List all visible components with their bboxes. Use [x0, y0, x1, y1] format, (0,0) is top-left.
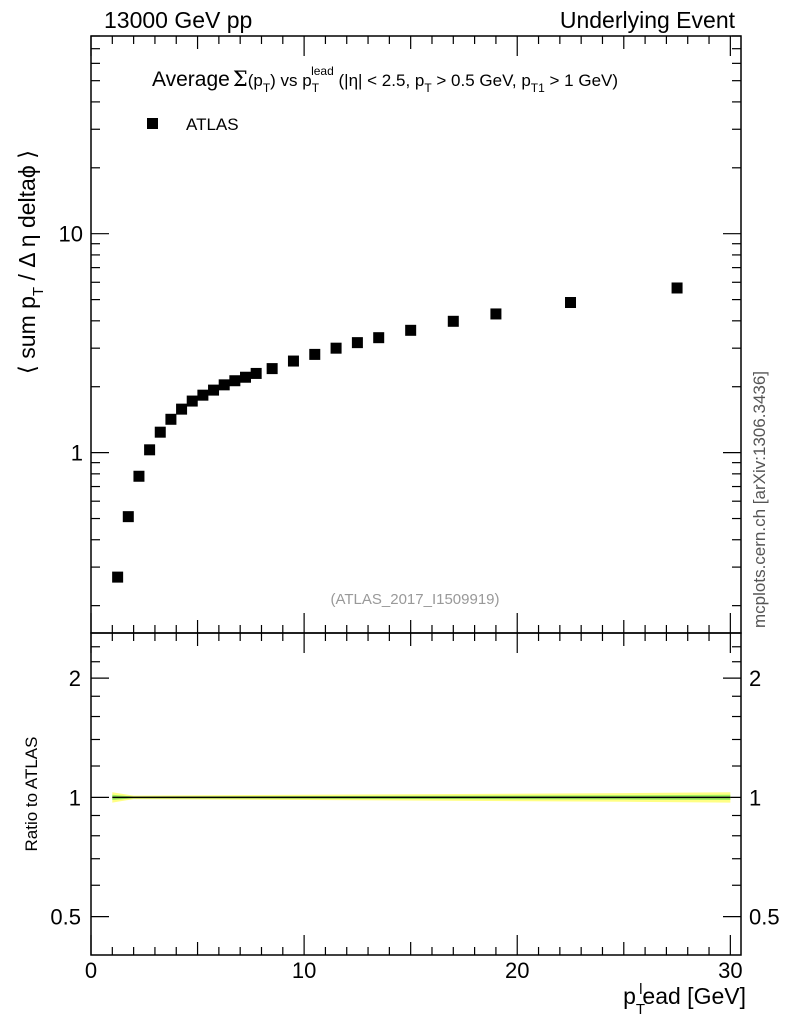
data-point	[490, 308, 502, 320]
x-tick-label: 10	[292, 958, 316, 983]
x-tick-label: 30	[718, 958, 742, 983]
x-tick-label: 0	[85, 958, 97, 983]
plot-title: Average Σ(pT) vs pTlead (|η| < 2.5, pT > …	[152, 64, 618, 95]
x-ticks: 0 10 20 30	[85, 36, 743, 983]
data-point	[287, 355, 299, 367]
x-tick-label: 20	[505, 958, 529, 983]
header-left: 13000 GeV pp	[104, 7, 252, 33]
ratio-y-tick-label-left: 1	[69, 785, 81, 810]
header-right: Underlying Event	[560, 7, 736, 33]
data-point	[165, 413, 177, 425]
data-point	[250, 367, 262, 379]
data-point	[565, 297, 577, 309]
data-point	[351, 337, 363, 349]
data-point	[112, 571, 124, 583]
ratio-y-tick-label-right: 1	[749, 785, 761, 810]
ratio-y-tick-label-right: 0.5	[749, 905, 780, 930]
data-point	[229, 375, 241, 387]
x-axis-label: pTlead [GeV]	[623, 981, 746, 1018]
data-point	[330, 342, 342, 354]
data-point	[208, 384, 220, 396]
data-point	[122, 511, 134, 523]
legend-label: ATLAS	[186, 115, 239, 134]
ratio-y-axis-label: Ratio to ATLAS	[22, 737, 41, 852]
ratio-y-ticks: 0.5 0.5 1 1 2 2	[50, 646, 780, 930]
data-point	[240, 371, 252, 383]
data-point	[218, 379, 230, 391]
data-point	[447, 315, 459, 327]
main-y-axis-label: ⟨ sum pT / Δ η deltaϕ ⟩	[14, 150, 47, 374]
ratio-y-tick-label-right: 2	[749, 666, 761, 691]
ratio-y-tick-label-left: 0.5	[50, 905, 81, 930]
analysis-watermark: (ATLAS_2017_I1509919)	[330, 591, 499, 608]
ratio-y-tick-label-left: 2	[69, 666, 81, 691]
data-point	[176, 403, 188, 415]
data-point	[154, 426, 166, 438]
data-point	[309, 348, 321, 360]
data-point	[197, 389, 209, 401]
main-y-ticks: 1 10	[59, 35, 741, 607]
side-label: mcplots.cern.ch [arXiv:1306.3436]	[750, 371, 769, 628]
ratio-plot-frame	[90, 632, 742, 956]
data-point	[144, 444, 156, 456]
data-point	[671, 282, 683, 294]
legend-marker	[147, 118, 158, 129]
data-points	[112, 282, 683, 583]
data-point	[266, 363, 278, 375]
data-point	[186, 395, 198, 407]
main-y-tick-label: 10	[59, 222, 83, 247]
data-point	[373, 332, 385, 344]
data-point	[405, 324, 417, 336]
data-point	[133, 470, 145, 482]
ratio-content	[112, 792, 731, 803]
main-y-tick-label: 1	[71, 441, 83, 466]
